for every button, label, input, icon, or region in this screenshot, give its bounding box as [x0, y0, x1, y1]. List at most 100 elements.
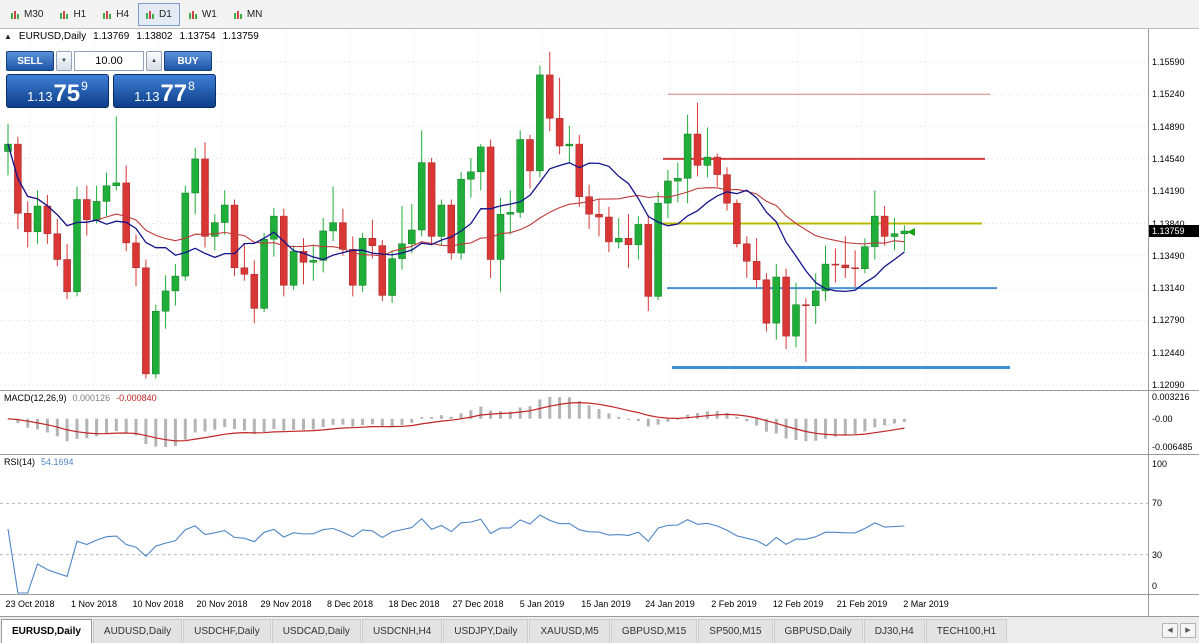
ohlc-close: 1.13759 — [222, 31, 259, 42]
date-axis-row: 23 Oct 2018 1 Nov 2018 10 Nov 2018 20 Nov 2… — [0, 594, 1199, 616]
macd-signal-value: -0.000840 — [116, 393, 157, 403]
candlestick-chart[interactable] — [0, 29, 1148, 390]
buy-price-big-digits: 77 — [160, 80, 188, 107]
mini-chart-icon — [188, 10, 198, 19]
ohlc-low: 1.13754 — [179, 31, 216, 42]
macd-panel[interactable]: MACD(12,26,9) 0.000126 -0.000840 — [0, 391, 1148, 454]
macd-name: MACD(12,26,9) — [4, 393, 67, 403]
price-axis-label: 1.13490 — [1152, 250, 1185, 261]
macd-header: MACD(12,26,9) 0.000126 -0.000840 — [4, 393, 157, 403]
rsi-panel[interactable]: RSI(14) 54.1694 — [0, 455, 1148, 594]
chart-tab-bar: EURUSD,Daily AUDUSD,Daily USDCHF,Daily USDC… — [0, 616, 1199, 643]
ohlc-high: 1.13802 — [136, 31, 173, 42]
sell-button[interactable]: SELL — [6, 51, 54, 71]
buy-price-pip-digit: 8 — [188, 79, 195, 93]
volume-increase-button[interactable]: ▲ — [146, 51, 162, 71]
buy-button[interactable]: BUY — [164, 51, 212, 71]
date-label: 27 Dec 2018 — [452, 599, 504, 609]
macd-main-value: 0.000126 — [72, 393, 111, 403]
rsi-chart — [0, 455, 1148, 594]
price-axis-label: 1.14540 — [1152, 153, 1185, 164]
tab-usdchf-daily[interactable]: USDCHF,Daily — [183, 619, 271, 643]
timeframe-label: M30 — [24, 8, 44, 20]
sell-price-big-digits: 75 — [53, 80, 81, 107]
main-chart-area[interactable]: ▲ EURUSD,Daily 1.13769 1.13802 1.13754 1… — [0, 29, 1148, 390]
chart-symbol-title: EURUSD,Daily — [18, 31, 87, 42]
rsi-axis: 100 70 30 0 — [1148, 455, 1199, 594]
tab-sp500-m15[interactable]: SP500,M15 — [698, 619, 773, 643]
trade-prices-row: 1.13 75 9 1.13 77 8 — [6, 74, 216, 108]
date-label: 29 Nov 2018 — [260, 599, 312, 609]
macd-axis-label: 0.003216 — [1152, 392, 1190, 402]
price-axis[interactable]: 1.15590 1.15240 1.14890 1.14540 1.14190 1.138… — [1148, 29, 1199, 390]
tab-usdcad-daily[interactable]: USDCAD,Daily — [271, 619, 361, 643]
date-label: 2 Mar 2019 — [903, 599, 949, 609]
timeframe-button-m30[interactable]: M30 — [3, 3, 51, 26]
mini-chart-icon — [60, 10, 69, 19]
date-label: 1 Nov 2018 — [70, 599, 118, 609]
sell-price-pip-digit: 9 — [81, 79, 88, 93]
price-axis-label: 1.14890 — [1152, 121, 1185, 132]
timeframe-button-h4[interactable]: H4 — [95, 3, 137, 26]
tab-xauusd-m5[interactable]: XAUUSD,M5 — [529, 619, 610, 643]
date-label: 12 Feb 2019 — [772, 599, 824, 609]
timeframe-button-d1[interactable]: D1 — [138, 2, 180, 26]
main-chart-row: ▲ EURUSD,Daily 1.13769 1.13802 1.13754 1… — [0, 29, 1199, 390]
date-axis: 23 Oct 2018 1 Nov 2018 10 Nov 2018 20 Nov 2… — [0, 595, 1148, 616]
price-axis-label: 1.15590 — [1152, 57, 1185, 67]
rsi-svg — [0, 502, 1148, 594]
date-label: 10 Nov 2018 — [132, 599, 184, 609]
rsi-axis-label: 30 — [1152, 550, 1163, 560]
panel-toggle-icon[interactable]: ▲ — [4, 32, 12, 41]
one-click-trading-panel: SELL ▼ ▲ BUY 1.13 75 9 1.13 77 8 — [6, 51, 216, 108]
rsi-axis-label: 100 — [1152, 459, 1168, 469]
price-axis-label: 1.12090 — [1152, 380, 1185, 390]
date-label: 21 Feb 2019 — [836, 599, 888, 609]
mini-chart-icon — [103, 10, 112, 19]
tab-usdjpy-daily[interactable]: USDJPY,Daily — [443, 619, 529, 643]
tab-tech100-h1[interactable]: TECH100,H1 — [925, 619, 1008, 643]
timeframe-label: MN — [246, 8, 263, 20]
rsi-axis-label: 70 — [1152, 498, 1163, 508]
tab-eurusd-daily[interactable]: EURUSD,Daily — [1, 619, 92, 643]
macd-axis-label: -0.00 — [1152, 414, 1173, 424]
tab-scroll-buttons: ◀ ▶ — [1162, 623, 1196, 638]
macd-axis: 0.003216 -0.00 -0.006485 — [1148, 391, 1199, 454]
date-label: 23 Oct 2018 — [5, 599, 55, 609]
trade-controls-row: SELL ▼ ▲ BUY — [6, 51, 216, 71]
ohlc-open: 1.13769 — [93, 31, 130, 42]
sell-price-display[interactable]: 1.13 75 9 — [6, 74, 109, 108]
price-axis-label: 1.12440 — [1152, 347, 1185, 358]
chart-ohlc-header: ▲ EURUSD,Daily 1.13769 1.13802 1.13754 1… — [4, 31, 259, 42]
date-label: 2 Feb 2019 — [711, 599, 757, 609]
tab-gbpusd-m15[interactable]: GBPUSD,M15 — [610, 619, 698, 643]
volume-input[interactable] — [74, 51, 144, 71]
main-chart-svg — [0, 29, 1148, 390]
price-axis-label: 1.14190 — [1152, 186, 1185, 197]
timeframe-button-w1[interactable]: W1 — [181, 3, 225, 26]
axis-corner — [1148, 595, 1199, 616]
sell-price-prefix: 1.13 — [27, 89, 53, 104]
tab-dj30-h4[interactable]: DJ30,H4 — [863, 619, 925, 643]
mini-chart-icon — [146, 10, 155, 19]
rsi-name: RSI(14) — [4, 457, 36, 467]
tab-usdcnh-h4[interactable]: USDCNH,H4 — [361, 619, 443, 643]
date-label: 8 Dec 2018 — [326, 599, 374, 609]
volume-decrease-button[interactable]: ▼ — [56, 51, 72, 71]
timeframe-button-mn[interactable]: MN — [226, 3, 271, 26]
tab-gbpusd-daily[interactable]: GBPUSD,Daily — [773, 619, 863, 643]
tab-scroll-left-icon[interactable]: ◀ — [1162, 623, 1178, 638]
tab-audusd-daily[interactable]: AUDUSD,Daily — [92, 619, 183, 643]
tab-scroll-right-icon[interactable]: ▶ — [1180, 623, 1196, 638]
date-label: 5 Jan 2019 — [519, 599, 565, 609]
mini-chart-icon — [11, 10, 20, 19]
price-axis-label: 1.15240 — [1152, 89, 1185, 100]
date-label: 20 Nov 2018 — [196, 599, 248, 609]
date-label: 24 Jan 2019 — [645, 599, 695, 609]
timeframe-button-h1[interactable]: H1 — [52, 3, 94, 26]
mini-chart-icon — [233, 10, 243, 19]
timeframe-label: H1 — [73, 8, 87, 20]
macd-indicator-row: MACD(12,26,9) 0.000126 -0.000840 0.00321… — [0, 390, 1199, 454]
buy-price-display[interactable]: 1.13 77 8 — [113, 74, 216, 108]
